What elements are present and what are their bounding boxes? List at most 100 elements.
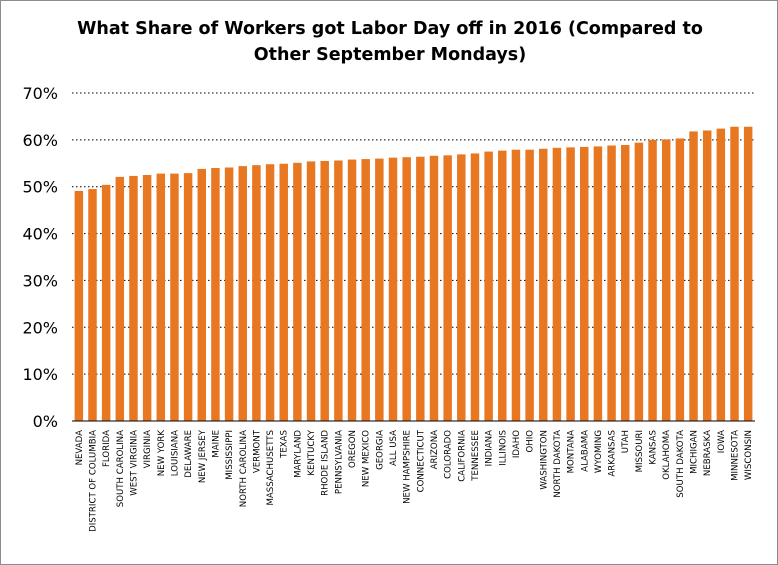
y-axis-ticks: 0% 10% 20% 30% 40% 50% 60% 70% (22, 84, 58, 431)
bar (197, 168, 207, 421)
x-tick-label: DISTRICT OF COLUMBIA (88, 430, 98, 532)
x-tick-label: MICHIGAN (690, 430, 700, 474)
bar (634, 142, 644, 421)
y-tick-label: 50% (22, 178, 58, 197)
bar (88, 189, 97, 421)
bar (525, 149, 534, 421)
bar (224, 167, 234, 421)
bar (252, 165, 261, 421)
bar (101, 184, 111, 421)
bars (74, 126, 753, 422)
x-tick-label: OREGON (348, 430, 358, 468)
x-tick-label: WYOMING (594, 430, 604, 473)
bar (416, 156, 425, 421)
y-tick-label: 70% (22, 84, 58, 103)
x-axis-labels: NEVADA DISTRICT OF COLUMBIA FLORIDA SOUTH C… (75, 429, 754, 532)
bar (716, 128, 726, 421)
x-tick-label: SOUTH DAKOTA (676, 430, 686, 498)
bar (675, 138, 685, 422)
x-tick-label: ARIZONA (430, 430, 440, 469)
x-tick-label: ALL USA (389, 430, 399, 466)
bar (361, 159, 370, 421)
bar (457, 154, 466, 421)
x-tick-label: DELAWARE (184, 430, 194, 478)
x-tick-label: NEW MEXICO (362, 430, 372, 487)
x-tick-label: NORTH CAROLINA (239, 430, 249, 507)
bar (702, 130, 712, 421)
bar (320, 160, 329, 421)
bar (443, 155, 452, 421)
bar (183, 173, 193, 421)
bar (334, 160, 343, 421)
x-tick-label: IDAHO (512, 430, 522, 458)
x-tick-label: PENNSYLVANIA (334, 430, 344, 494)
bar (498, 150, 507, 422)
x-tick-label: KANSAS (649, 430, 659, 465)
x-tick-label: TENNESSEE (471, 430, 481, 482)
bar (566, 147, 575, 421)
y-tick-label: 40% (22, 225, 58, 244)
x-tick-label: WEST VIRGINIA (129, 430, 139, 496)
x-tick-label: TEXAS (280, 430, 290, 459)
bar (293, 162, 302, 421)
x-tick-label: CALIFORNIA (457, 430, 467, 482)
x-tick-label: VIRGINIA (143, 430, 153, 469)
x-tick-label: OHIO (526, 430, 536, 453)
bar (593, 146, 603, 421)
x-tick-label: OKLAHOMA (662, 430, 672, 480)
x-tick-label: MINNESOTA (731, 430, 741, 481)
bar (211, 167, 220, 421)
chart-title-line-2: Other September Mondays) (253, 45, 527, 65)
bar (539, 148, 548, 421)
bar (129, 175, 138, 421)
x-tick-label: INDIANA (485, 430, 495, 466)
bar (484, 151, 493, 422)
bar (580, 146, 589, 421)
bar (279, 163, 288, 422)
y-tick-label: 20% (22, 318, 58, 337)
bar (730, 126, 739, 421)
bar (402, 157, 411, 422)
bar (347, 159, 357, 421)
chart-title: What Share of Workers got Labor Day off … (40, 16, 740, 68)
bar (74, 190, 84, 421)
bar (388, 157, 398, 422)
bar (115, 176, 125, 421)
x-tick-label: MARYLAND (293, 430, 303, 478)
y-tick-label: 60% (22, 131, 58, 150)
bar (648, 139, 657, 421)
x-tick-label: LOUISIANA (170, 430, 180, 476)
x-tick-label: SOUTH CAROLINA (116, 430, 126, 507)
x-tick-label: CONNECTICUT (416, 429, 426, 492)
chart-title-line-1: What Share of Workers got Labor Day off … (77, 19, 703, 39)
x-tick-label: MONTANA (567, 430, 577, 473)
x-tick-label: ALABAMA (580, 430, 590, 472)
x-tick-label: MAINE (211, 430, 221, 458)
bar (620, 145, 630, 422)
bar (265, 164, 275, 422)
bar (743, 126, 753, 421)
y-tick-label: 0% (33, 412, 58, 431)
bar (142, 175, 152, 421)
bar (156, 173, 166, 421)
x-tick-label: NEW JERSEY (198, 429, 208, 483)
x-tick-label: NEW HAMPSHIRE (403, 430, 413, 504)
bar (689, 131, 698, 421)
bar (375, 158, 384, 421)
x-tick-label: RHODE ISLAND (321, 430, 331, 496)
x-tick-label: KENTUCKY (307, 429, 317, 475)
bar (238, 166, 247, 421)
x-tick-label: MISSISSIPPI (225, 430, 235, 480)
x-tick-label: MISSOURI (635, 430, 645, 472)
x-tick-label: NORTH DAKOTA (553, 430, 563, 498)
x-tick-label: WISCONSIN (744, 430, 754, 480)
x-tick-label: NEVADA (75, 430, 85, 466)
x-tick-label: GEORGIA (375, 430, 385, 470)
x-tick-label: VERMONT (252, 429, 262, 473)
y-tick-label: 30% (22, 271, 58, 290)
x-tick-label: FLORIDA (102, 430, 112, 467)
bar (552, 147, 562, 421)
bar (429, 155, 439, 421)
x-tick-label: ARKANSAS (608, 430, 618, 477)
